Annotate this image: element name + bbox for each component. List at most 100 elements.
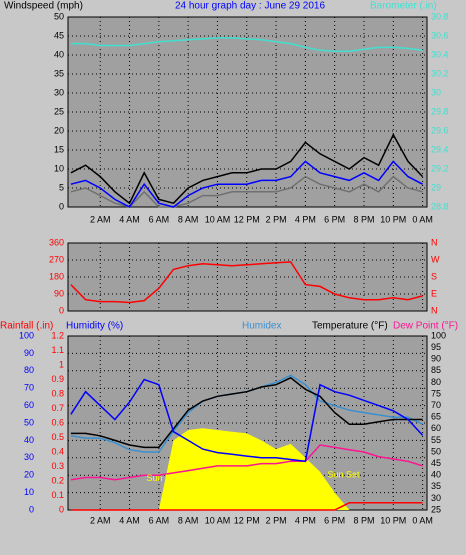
line [70,133,424,205]
line [70,261,423,304]
y-tick-label: 70 [24,383,34,393]
x-tick-label: 4 PM [295,214,316,224]
y-tick-label: 30.2 [431,68,449,78]
y-tick-label: 1 [59,359,64,369]
y-tick-label: 360 [49,237,64,247]
line [70,378,424,463]
y-tick-label: 80 [431,377,441,387]
y-tick-label: E [431,288,437,298]
line [70,502,423,511]
y-tick-label: 45 [54,30,64,40]
x-tick-label: 8 AM [178,214,199,224]
y-tick-label: S [431,271,437,281]
y-tick-label: 70 [431,400,441,410]
x-tick-label: 0 AM [412,214,433,224]
chart-title: 24 hour graph day : June 29 2016 [175,1,326,12]
y-tick-label: 50 [54,11,64,21]
y-tick-label: 100 [19,330,34,340]
y-tick-label: 1.2 [51,330,64,340]
x-tick-label: 10 PM [380,214,406,224]
y-tick-label: 10 [24,487,34,497]
y-tick-label: 1.1 [51,345,64,355]
y-tick-label: 60 [431,423,441,433]
y-tick-label: 45 [431,458,441,468]
y-tick-label: 29.8 [431,106,449,116]
y-tick-label: 90 [24,348,34,358]
y-tick-label: 60 [24,400,34,410]
x-tick-label: 4 PM [295,515,316,525]
x-tick-label: 0 AM [412,515,433,525]
y-tick-label: 30 [54,87,64,97]
y-tick-label: 30.8 [431,11,449,21]
axis-label: Humidity (%) [66,321,123,332]
y-tick-label: N [431,237,438,247]
y-tick-label: N [431,305,438,315]
axis-label: Temperature (°F) [312,321,388,332]
y-tick-label: 30 [431,493,441,503]
x-tick-label: 6 PM [324,214,345,224]
axis-label: Barometer (.in) [370,1,437,12]
y-tick-label: 50 [431,446,441,456]
x-tick-label: 2 PM [266,214,287,224]
x-tick-label: 8 PM [353,515,374,525]
y-tick-label: 65 [431,412,441,422]
y-tick-label: 25 [54,106,64,116]
y-tick-label: 0.4 [51,446,64,456]
x-tick-label: 8 AM [178,515,199,525]
x-tick-label: 2 AM [90,515,111,525]
y-tick-label: 95 [431,342,441,352]
y-tick-label: 15 [54,144,64,154]
annotation: Sun Rise [146,473,183,483]
y-tick-label: 80 [24,365,34,375]
y-tick-label: 90 [54,288,64,298]
y-tick-label: 0.9 [51,374,64,384]
y-tick-label: 5 [59,182,64,192]
y-tick-label: 0.5 [51,432,64,442]
line [70,37,423,52]
y-tick-label: 20 [54,125,64,135]
x-tick-label: 8 PM [353,214,374,224]
legend-label: Humidex [242,321,281,332]
axis-label: Rainfall (.in) [0,321,53,332]
x-tick-label: 6 PM [324,515,345,525]
y-tick-label: 0.7 [51,403,64,413]
x-tick-label: 6 AM [149,214,170,224]
y-tick-label: 30 [431,87,441,97]
y-tick-label: 29 [431,182,441,192]
y-tick-label: W [431,254,440,264]
y-tick-label: 40 [431,470,441,480]
y-tick-label: 85 [431,365,441,375]
y-tick-label: 29.6 [431,125,449,135]
y-tick-label: 270 [49,254,64,264]
x-tick-label: 6 AM [149,515,170,525]
area [70,428,423,510]
y-tick-label: 40 [54,49,64,59]
x-tick-label: 12 PM [234,214,260,224]
line [70,444,423,481]
y-tick-label: 50 [24,417,34,427]
y-tick-label: 25 [431,504,441,514]
y-tick-label: 40 [24,435,34,445]
y-tick-label: 0 [59,201,64,211]
y-tick-label: 35 [431,481,441,491]
x-tick-label: 12 PM [234,515,260,525]
line [70,160,423,208]
y-tick-label: 55 [431,435,441,445]
x-tick-label: 10 PM [380,515,406,525]
x-tick-label: 4 AM [119,515,140,525]
y-tick-label: 29.4 [431,144,449,154]
y-tick-label: 0.1 [51,490,64,500]
x-tick-label: 10 AM [205,515,231,525]
y-tick-label: 0.8 [51,388,64,398]
y-tick-label: 30 [24,452,34,462]
x-tick-label: 4 AM [119,214,140,224]
y-tick-label: 30.4 [431,49,449,59]
legend-label: Dew Point (°F) [393,321,458,332]
y-tick-label: 0 [59,305,64,315]
y-tick-label: 180 [49,271,64,281]
y-tick-label: 90 [431,354,441,364]
plot-area [67,242,428,312]
y-tick-label: 30.6 [431,30,449,40]
x-tick-label: 10 AM [205,214,231,224]
y-tick-label: 100 [431,330,446,340]
